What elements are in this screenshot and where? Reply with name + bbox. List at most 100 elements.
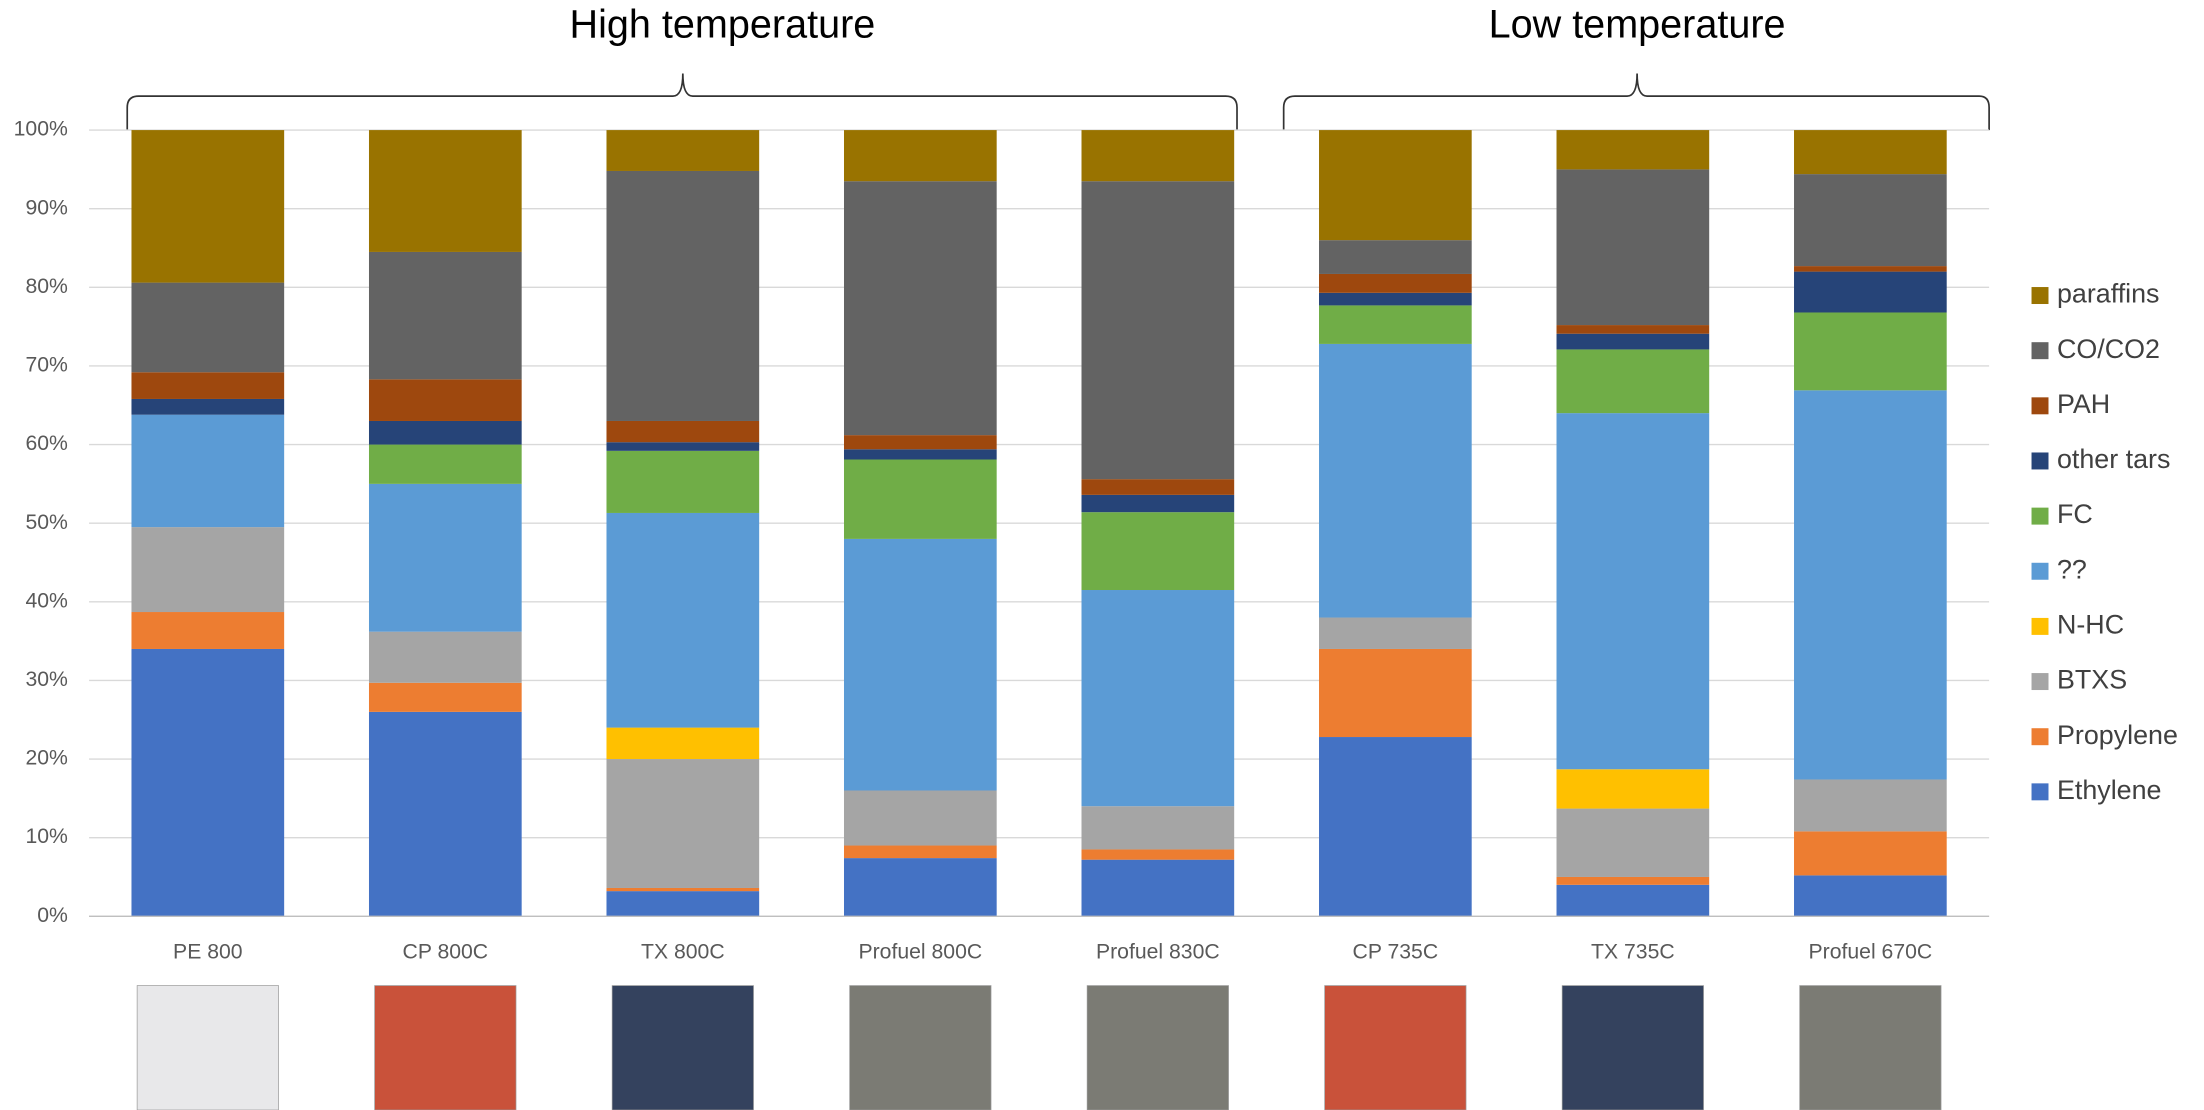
legend-swatch <box>2032 397 2049 414</box>
y-tick-label: 60% <box>25 432 68 455</box>
bar-segment <box>1794 266 1947 272</box>
bar-segment <box>369 130 522 252</box>
bar-segment <box>606 513 759 728</box>
bar-segment <box>844 790 997 845</box>
bar-segment <box>1557 334 1710 350</box>
bar-segment <box>1557 169 1710 325</box>
bar-segment <box>1557 885 1710 916</box>
photo <box>1800 986 1941 1110</box>
bar-segment <box>1082 806 1235 849</box>
bar-segment <box>131 612 284 649</box>
bar-segment <box>131 283 284 373</box>
bar-segment <box>1794 312 1947 390</box>
bar-segment <box>1557 349 1710 413</box>
bar-segment <box>606 888 759 891</box>
bar-segment <box>1557 809 1710 877</box>
y-tick-label: 10% <box>25 825 68 848</box>
y-tick-label: 30% <box>25 668 68 691</box>
x-tick-label: TX 800C <box>641 941 725 964</box>
legend-label: N-HC <box>2057 609 2124 639</box>
bar-segment <box>1794 831 1947 875</box>
legend-swatch <box>2032 783 2049 800</box>
bar-segment <box>1082 849 1235 859</box>
legend-label: FC <box>2057 499 2093 529</box>
legend-label: Propylene <box>2057 720 2178 750</box>
x-tick-label: PE 800 <box>173 941 243 964</box>
bar-segment <box>1082 495 1235 512</box>
bar-segment <box>131 415 284 527</box>
bar-segment <box>606 421 759 442</box>
bar-segment <box>131 399 284 415</box>
x-tick-label: CP 800C <box>403 941 489 964</box>
bar-segment <box>1082 479 1235 495</box>
bar-segment <box>844 435 997 449</box>
bar-segment <box>1794 130 1947 174</box>
y-tick-label: 80% <box>25 275 68 298</box>
group-label: Low temperature <box>1489 2 1786 46</box>
legend-label: CO/CO2 <box>2057 334 2160 364</box>
x-tick-label: Profuel 800C <box>859 941 983 964</box>
photo <box>137 986 278 1110</box>
legend-swatch <box>2032 287 2049 304</box>
bar-segment <box>844 858 997 916</box>
bar-segment <box>844 846 997 859</box>
y-tick-label: 90% <box>25 196 68 219</box>
bar-segment <box>1319 649 1472 737</box>
bar-segment <box>369 445 522 484</box>
photo <box>612 986 753 1110</box>
photo <box>375 986 516 1110</box>
bar-segment <box>1082 130 1235 181</box>
chart: High temperature Low temperature 0%10%20… <box>0 0 2204 1110</box>
legend-swatch <box>2032 563 2049 580</box>
page: {"chart_data": {"type": "stacked_bar", "… <box>0 0 2204 1110</box>
legend-label: Ethylene <box>2057 775 2162 805</box>
bar-segment <box>1082 860 1235 917</box>
legend-label: PAH <box>2057 389 2110 419</box>
bar-segment <box>131 649 284 916</box>
bar-segment <box>1082 512 1235 590</box>
bar-segment <box>844 130 997 181</box>
bar-segment <box>844 460 997 539</box>
bar-segment <box>1319 240 1472 274</box>
bar-segment <box>1319 737 1472 916</box>
bar-segment <box>369 712 522 916</box>
bar-segment <box>1319 274 1472 293</box>
legend-swatch <box>2032 673 2049 690</box>
bar-segment <box>1557 769 1710 808</box>
bar-segment <box>1794 174 1947 266</box>
y-tick-label: 40% <box>25 589 68 612</box>
y-tick-label: 20% <box>25 747 68 770</box>
legend-swatch <box>2032 342 2049 359</box>
bar-segment <box>369 484 522 632</box>
bar-segment <box>369 632 522 683</box>
bar-segment <box>1319 618 1472 649</box>
bar-segment <box>1794 390 1947 779</box>
bar-segment <box>369 252 522 379</box>
x-tick-label: TX 735C <box>1591 941 1675 964</box>
bar-segment <box>844 181 997 435</box>
bar-segment <box>1557 877 1710 885</box>
bar-segment <box>1319 305 1472 344</box>
bar-segment <box>1319 344 1472 618</box>
group-label: High temperature <box>570 2 876 46</box>
bar-segment <box>369 683 522 712</box>
bar-segment <box>606 171 759 421</box>
bracket <box>1284 74 1989 131</box>
bar-segment <box>1319 293 1472 306</box>
photo <box>1325 986 1466 1110</box>
bar-segment <box>606 891 759 916</box>
bar-segment <box>606 728 759 759</box>
bar-segment <box>1557 130 1710 169</box>
bar-segment <box>606 442 759 451</box>
bar-segment <box>1794 875 1947 916</box>
bar-segment <box>844 449 997 459</box>
bar-segment <box>1794 272 1947 313</box>
bar-segment <box>1557 413 1710 769</box>
legend-swatch <box>2032 728 2049 745</box>
bar-segment <box>844 539 997 791</box>
photo <box>850 986 991 1110</box>
legend-label: paraffins <box>2057 279 2160 309</box>
legend-label: other tars <box>2057 444 2170 474</box>
y-tick-label: 100% <box>14 118 68 141</box>
bar-segment <box>606 759 759 888</box>
